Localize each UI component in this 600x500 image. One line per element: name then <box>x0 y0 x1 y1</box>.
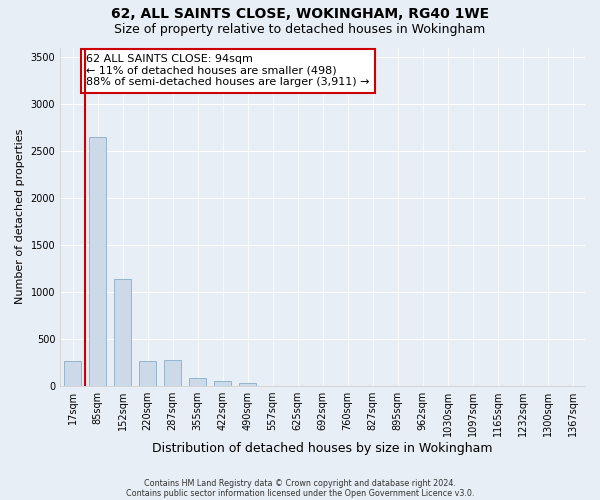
Bar <box>89 137 106 386</box>
Bar <box>64 360 82 386</box>
Text: Contains HM Land Registry data © Crown copyright and database right 2024.: Contains HM Land Registry data © Crown c… <box>144 478 456 488</box>
Bar <box>214 381 232 386</box>
Text: 62, ALL SAINTS CLOSE, WOKINGHAM, RG40 1WE: 62, ALL SAINTS CLOSE, WOKINGHAM, RG40 1W… <box>111 8 489 22</box>
Bar <box>139 360 157 386</box>
Bar <box>189 378 206 386</box>
Bar <box>114 279 131 386</box>
Text: 62 ALL SAINTS CLOSE: 94sqm
← 11% of detached houses are smaller (498)
88% of sem: 62 ALL SAINTS CLOSE: 94sqm ← 11% of deta… <box>86 54 370 88</box>
X-axis label: Distribution of detached houses by size in Wokingham: Distribution of detached houses by size … <box>152 442 493 455</box>
Text: Size of property relative to detached houses in Wokingham: Size of property relative to detached ho… <box>115 22 485 36</box>
Bar <box>164 360 181 386</box>
Y-axis label: Number of detached properties: Number of detached properties <box>15 129 25 304</box>
Text: Contains public sector information licensed under the Open Government Licence v3: Contains public sector information licen… <box>126 488 474 498</box>
Bar <box>239 383 256 386</box>
